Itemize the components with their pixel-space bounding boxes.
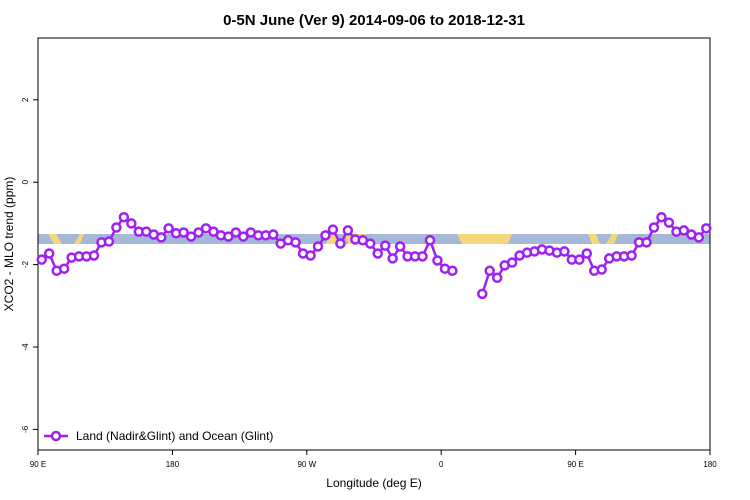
data-point xyxy=(626,250,637,261)
data-point xyxy=(424,235,436,246)
data-point xyxy=(506,257,518,268)
data-point xyxy=(342,225,354,236)
data-point xyxy=(701,223,712,234)
y-tick-label: -6 xyxy=(21,425,30,433)
plot-frame xyxy=(37,37,711,451)
data-point xyxy=(118,211,130,223)
data-point xyxy=(432,255,443,266)
data-point xyxy=(574,254,585,265)
data-point xyxy=(36,254,47,265)
x-tick-label: 0 xyxy=(439,460,444,469)
data-point xyxy=(312,241,324,252)
x-axis-label: Longitude (deg E) xyxy=(326,476,421,490)
data-point xyxy=(267,229,279,240)
data-point xyxy=(88,250,100,261)
data-point xyxy=(193,227,204,238)
data-point xyxy=(417,251,428,262)
data-point xyxy=(155,232,167,243)
data-point xyxy=(327,224,339,235)
x-tick-label: 90 E xyxy=(30,460,46,469)
data-point xyxy=(559,246,570,257)
data-point xyxy=(581,248,593,259)
data-point xyxy=(648,222,660,233)
data-point xyxy=(163,223,174,234)
data-point xyxy=(663,217,675,228)
data-point xyxy=(641,237,652,248)
y-tick-label: 2 xyxy=(21,97,30,102)
y-axis-label: XCO2 - MLO trend (ppm) xyxy=(2,177,16,312)
data-point xyxy=(372,248,383,259)
x-tick-label: 90 W xyxy=(297,460,316,469)
data-point xyxy=(43,248,55,259)
data-point xyxy=(111,222,122,233)
y-tick-label: 0 xyxy=(21,179,30,184)
x-tick-label: 180 xyxy=(166,460,180,469)
data-point xyxy=(596,264,607,275)
data-point xyxy=(178,227,189,238)
data-point xyxy=(678,225,690,236)
data-point xyxy=(447,265,458,277)
data-point xyxy=(693,232,705,243)
legend-marker xyxy=(50,430,62,442)
data-point xyxy=(656,211,667,223)
data-point xyxy=(379,240,391,251)
data-point xyxy=(365,238,376,249)
data-point xyxy=(126,218,137,229)
data-point xyxy=(484,265,495,277)
data-point xyxy=(238,231,249,242)
data-point xyxy=(335,238,346,249)
data-point xyxy=(320,230,331,241)
data-point xyxy=(387,253,398,264)
x-tick-label: 180 xyxy=(703,460,717,469)
y-tick-label: -4 xyxy=(21,343,30,351)
data-point xyxy=(477,288,488,300)
data-point xyxy=(185,231,197,242)
y-tick-label: -2 xyxy=(21,260,30,268)
data-point xyxy=(305,250,316,261)
data-point xyxy=(223,231,234,242)
chart-title: 0-5N June (Ver 9) 2014-09-06 to 2018-12-… xyxy=(223,12,525,29)
data-point xyxy=(103,236,115,247)
data-point xyxy=(230,227,242,238)
x-tick-label: 90 E xyxy=(567,460,583,469)
data-point xyxy=(394,241,406,252)
data-point xyxy=(491,272,503,284)
data-point xyxy=(58,263,70,274)
legend-label: Land (Nadir&Glint) and Ocean (Glint) xyxy=(76,429,273,443)
data-point xyxy=(290,237,301,248)
